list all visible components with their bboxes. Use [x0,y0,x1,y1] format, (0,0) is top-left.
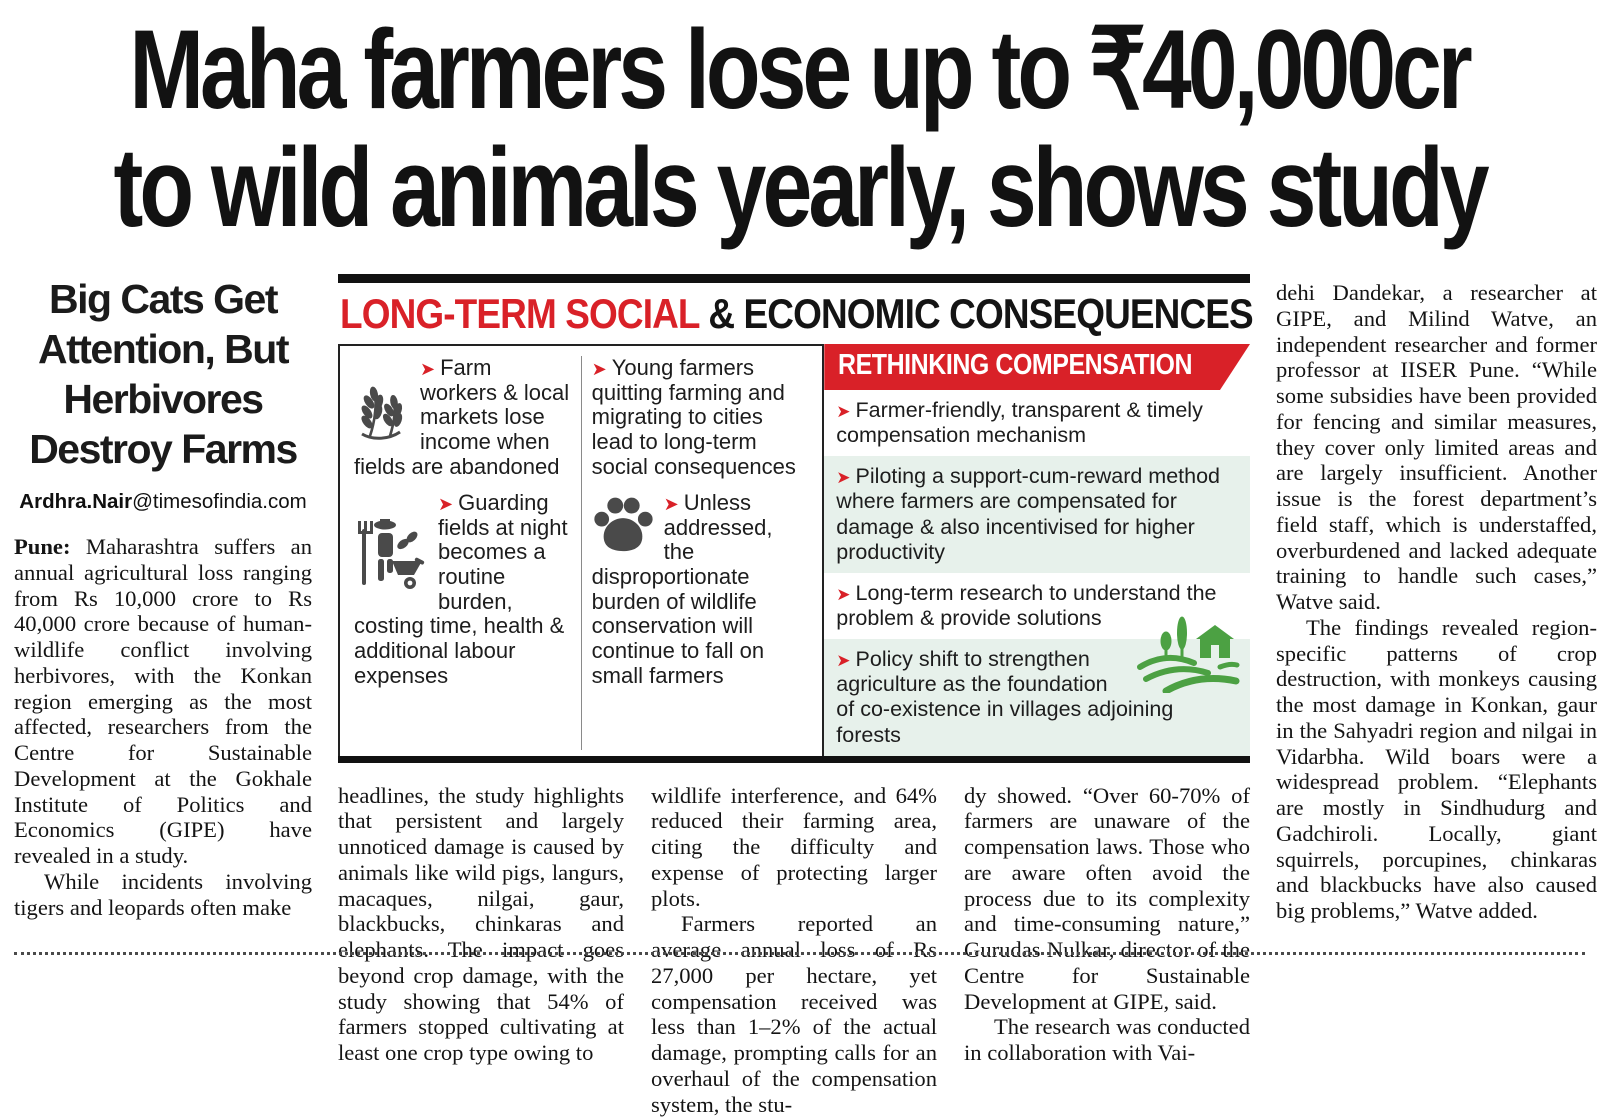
byline-author: Ardhra.Nair [19,490,133,514]
left-column: Big Cats Get Attention, But Herbivores D… [14,274,312,920]
headline-text-2: to wild animals yearly, shows study [113,125,1489,250]
headline-line-1: Maha farmers lose up to ₹40,000cr [14,7,1585,132]
article-body: Big Cats Get Attention, But Herbivores D… [14,274,1597,1117]
bullet-arrow-icon: ➤ [836,584,851,604]
farmer-wheelbarrow-icon [358,519,425,590]
bullet-arrow-icon: ➤ [438,494,454,515]
bullet-arrow-icon: ➤ [836,468,851,488]
paragraph: The research was conducted in collaborat… [964,1014,1250,1066]
compensation-item: ➤ Long-term research to understand the pr… [824,573,1250,639]
bullet-text: Guarding fields at night becomes a routi… [354,490,568,688]
compensation-item: ➤ Policy shift to strengthen agriculture … [824,616,1250,756]
sub-headline-line: Attention, But [38,326,289,373]
dateline: Pune: [14,534,71,560]
bullet-item: ➤ Farm workers & local markets lose incom… [354,355,571,479]
article-column-2: wildlife interference, and 64% reduced t… [651,783,937,1117]
sub-headline-line: Big Cats Get [48,276,279,322]
bullet-arrow-icon: ➤ [836,651,851,671]
compensation-item: ➤ Farmer-friendly, transparent & timely c… [824,390,1250,456]
right-column: dehi Dandekar, a researcher at GIPE, and… [1276,274,1597,924]
lead-paragraph: Pune: Maharashtra suffers an annual agri… [14,534,312,869]
infographic-top-bar [338,274,1250,283]
bullet-arrow-icon: ➤ [591,359,607,379]
bullet-text: Unless addressed, the disproportionate b… [591,490,773,688]
infographic: LONG-TERM SOCIAL & ECONOMIC CONSEQUENCES [338,274,1254,763]
bullet-item: ➤ Guarding fields at night becomes a rout… [354,490,571,688]
paragraph: The findings revealed region-specific pa… [1276,614,1597,923]
bullet-item: ➤ Young farmers quitting farming and migr… [591,355,809,479]
village-farm-icon [1137,616,1240,694]
bullet-text: Policy shift to strengthen agriculture a… [836,647,1174,747]
bullet-arrow-icon: ➤ [663,494,679,515]
infographic-title: LONG-TERM SOCIAL & ECONOMIC CONSEQUENCES [338,283,1254,344]
article-columns: headlines, the study highlights that per… [338,783,1250,1117]
headline-line-2: to wild animals yearly, shows study [14,125,1585,250]
middle-section: LONG-TERM SOCIAL & ECONOMIC CONSEQUENCES [338,274,1254,1117]
bullet-text: Long-term research to understand the pro… [836,580,1217,630]
headline: Maha farmers lose up to ₹40,000cr to wil… [14,0,1585,248]
bottom-dotted-divider [14,952,1585,955]
sub-headline: Big Cats Get Attention, But Herbivores D… [14,274,312,474]
lead-paragraph-text: Maharashtra suffers an annual agricultur… [14,534,312,869]
byline-domain: @timesofindia.com [132,490,307,514]
bullet-item: ➤ Unless addressed, the disproportionate … [591,490,809,688]
article-column-1: headlines, the study highlights that per… [338,783,624,1117]
bullet-arrow-icon: ➤ [836,402,851,421]
banner-text: RETHINKING COMPENSATION [838,349,1193,381]
newspaper-article: Maha farmers lose up to ₹40,000cr to wil… [14,0,1597,1117]
byline: Ardhra.Nair@timesofindia.com [14,490,312,514]
bullet-arrow-icon: ➤ [420,359,436,379]
paragraph: dy showed. “Over 60-70% of farmers are u… [964,782,1250,1014]
consequences-box: ➤ Farm workers & local markets lose incom… [338,344,825,756]
consequences-column-1: ➤ Farm workers & local markets lose incom… [344,355,581,750]
infographic-content: ➤ Farm workers & local markets lose incom… [338,344,1250,763]
paragraph: headlines, the study highlights that per… [338,782,624,1066]
rethinking-compensation-panel: RETHINKING COMPENSATION ➤ Farmer-friendly… [824,344,1250,756]
bullet-text: Piloting a support-cum-reward method whe… [836,464,1221,564]
paragraph: wildlife interference, and 64% reduced t… [651,782,937,911]
article-column-3: dy showed. “Over 60-70% of farmers are u… [964,783,1250,1117]
infographic-title-red: LONG-TERM SOCIAL [340,290,700,337]
paragraph: Farmers reported an average annual loss … [651,911,937,1117]
infographic-title-black: & ECONOMIC CONSEQUENCES [698,290,1253,337]
sub-headline-line: Destroy Farms [29,426,298,473]
paragraph: dehi Dandekar, a researcher at GIPE, and… [1276,280,1597,614]
sub-headline-line: Herbivores [63,376,264,423]
compensation-item: ➤ Piloting a support-cum-reward method wh… [824,456,1250,573]
paw-icon [594,497,653,552]
bullet-text: Farmer-friendly, transparent & timely co… [836,398,1203,448]
bullet-text: Farm workers & local markets lose income… [354,355,570,479]
paragraph: While incidents involving tigers and leo… [14,868,312,920]
consequences-column-2: ➤ Young farmers quitting farming and migr… [580,355,819,750]
rethinking-compensation-banner: RETHINKING COMPENSATION [824,344,1250,390]
headline-text-1: Maha farmers lose up to ₹40,000cr [129,7,1473,132]
wheat-icon [361,386,403,440]
bullet-text: Young farmers quitting farming and migra… [591,355,796,479]
